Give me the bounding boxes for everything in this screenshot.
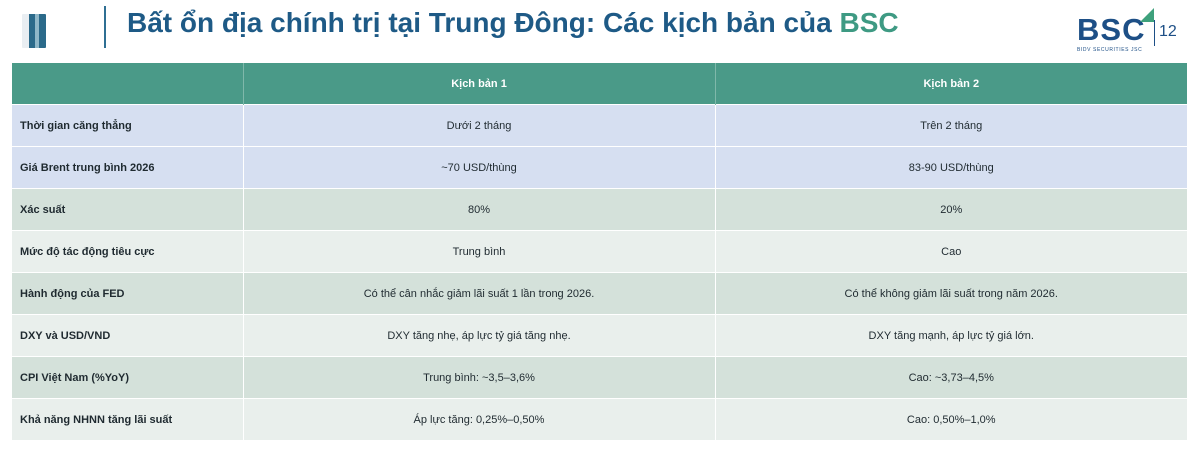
- row-label: Xác suất: [12, 188, 243, 231]
- table-row: Giá Brent trung bình 2026 ~70 USD/thùng …: [12, 146, 1187, 189]
- brand-mark-left: [22, 14, 46, 48]
- page-title-accent: BSC: [839, 7, 899, 38]
- header-scenario-2: Kịch bản 2: [714, 63, 1187, 105]
- table-row: DXY và USD/VND DXY tăng nhẹ, áp lực tỷ g…: [12, 314, 1187, 357]
- scenario-1-cell: ~70 USD/thùng: [242, 146, 715, 189]
- logo-separator: [1154, 20, 1155, 46]
- table-row: Mức độ tác động tiêu cực Trung bình Cao: [12, 230, 1187, 273]
- table-row: Khả năng NHNN tăng lãi suất Áp lực tăng:…: [12, 398, 1187, 440]
- scenario-2-cell: Cao: [714, 230, 1187, 273]
- row-label: Khả năng NHNN tăng lãi suất: [12, 398, 243, 440]
- scenario-2-cell: 20%: [714, 188, 1187, 231]
- row-label: Hành động của FED: [12, 272, 243, 315]
- scenario-1-cell: Dưới 2 tháng: [242, 104, 715, 147]
- page-title: Bất ổn địa chính trị tại Trung Đông: Các…: [127, 7, 899, 39]
- page-number: 12: [1159, 23, 1177, 40]
- scenario-1-cell: Trung bình: ~3,5–3,6%: [242, 356, 715, 399]
- logo-subtitle: BIDV SECURITIES JSC: [1077, 47, 1143, 53]
- row-label: Giá Brent trung bình 2026: [12, 146, 243, 189]
- header-scenario-1: Kịch bản 1: [242, 63, 715, 105]
- row-label: Mức độ tác động tiêu cực: [12, 230, 243, 273]
- page-title-main: Bất ổn địa chính trị tại Trung Đông: Các…: [127, 7, 832, 38]
- scenario-2-cell: 83-90 USD/thùng: [714, 146, 1187, 189]
- scenario-2-cell: DXY tăng mạnh, áp lực tỷ giá lớn.: [714, 314, 1187, 357]
- logo-flag-icon: [1140, 8, 1154, 22]
- table-row: CPI Việt Nam (%YoY) Trung bình: ~3,5–3,6…: [12, 356, 1187, 399]
- bsc-logo: BSC BIDV SECURITIES JSC 12: [1073, 6, 1188, 56]
- scenario-2-cell: Có thể không giảm lãi suất trong năm 202…: [714, 272, 1187, 315]
- scenario-2-cell: Cao: 0,50%–1,0%: [714, 398, 1187, 440]
- header-cell-empty: [12, 63, 243, 105]
- scenario-1-cell: 80%: [242, 188, 715, 231]
- table-row: Hành động của FED Có thể cân nhắc giảm l…: [12, 272, 1187, 315]
- row-label: Thời gian căng thẳng: [12, 104, 243, 147]
- row-label: CPI Việt Nam (%YoY): [12, 356, 243, 399]
- scenario-table: Kịch bản 1 Kịch bản 2 Thời gian căng thẳ…: [12, 63, 1187, 440]
- scenario-1-cell: DXY tăng nhẹ, áp lực tỷ giá tăng nhẹ.: [242, 314, 715, 357]
- title-divider: [104, 6, 106, 48]
- table-row: Thời gian căng thẳng Dưới 2 tháng Trên 2…: [12, 104, 1187, 147]
- table-header-row: Kịch bản 1 Kịch bản 2: [12, 63, 1187, 105]
- scenario-1-cell: Trung bình: [242, 230, 715, 273]
- scenario-1-cell: Có thể cân nhắc giảm lãi suất 1 lần tron…: [242, 272, 715, 315]
- row-label: DXY và USD/VND: [12, 314, 243, 357]
- logo-text: BSC: [1077, 12, 1146, 47]
- table-row: Xác suất 80% 20%: [12, 188, 1187, 231]
- scenario-2-cell: Trên 2 tháng: [714, 104, 1187, 147]
- scenario-2-cell: Cao: ~3,73–4,5%: [714, 356, 1187, 399]
- scenario-1-cell: Áp lực tăng: 0,25%–0,50%: [242, 398, 715, 440]
